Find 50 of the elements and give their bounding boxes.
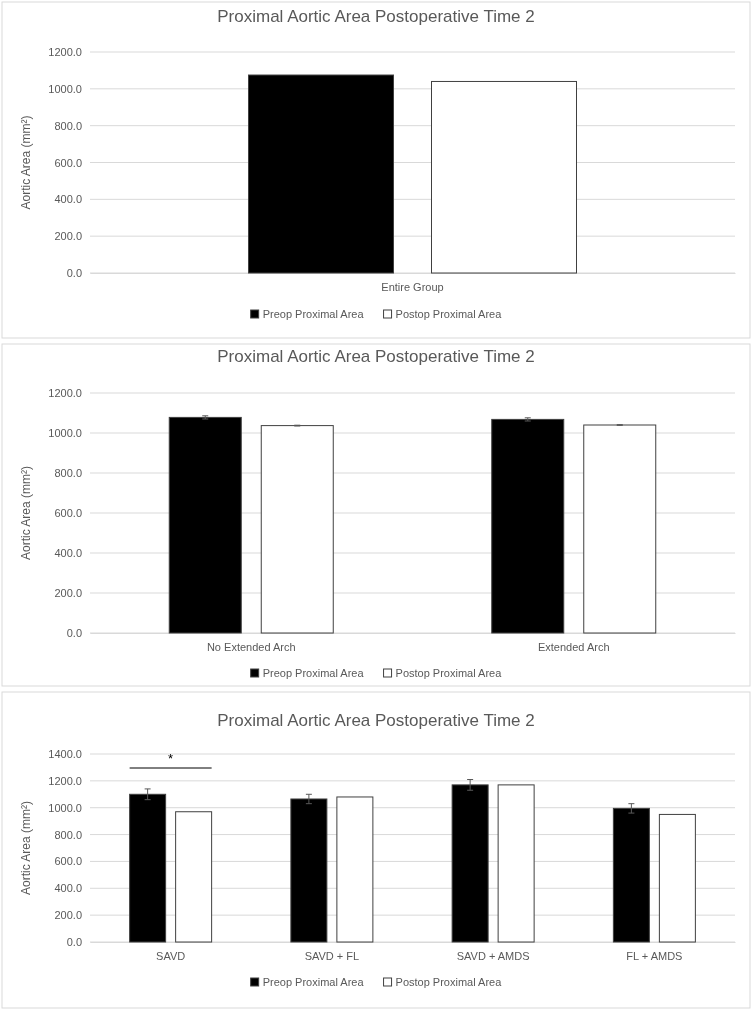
y-tick-label: 200.0 [54, 909, 82, 922]
bar [451, 784, 489, 943]
x-tick-label: No Extended Arch [206, 640, 296, 653]
legend-label: Preop Proximal Area [262, 308, 365, 320]
bar [290, 798, 328, 943]
chart-title: Proximal Aortic Area Postoperative Time 2 [217, 347, 535, 366]
y-tick-label: 0.0 [66, 936, 82, 949]
bar [658, 813, 696, 943]
bar [336, 796, 374, 943]
y-tick-label: 800.0 [54, 119, 82, 132]
y-tick-label: 200.0 [54, 587, 82, 600]
y-tick-label: 1200.0 [48, 774, 82, 787]
chart-title: Proximal Aortic Area Postoperative Time 2 [217, 711, 535, 730]
x-tick-label: SAVD + FL [304, 949, 360, 962]
y-axis-title: Aortic Area (mm²) [19, 800, 33, 896]
y-tick-label: 800.0 [54, 467, 82, 480]
y-tick-label: 1200.0 [48, 387, 82, 400]
legend-label: Preop Proximal Area [262, 976, 365, 988]
x-tick-label: SAVD [156, 949, 186, 962]
y-axis-title: Aortic Area (mm²) [19, 465, 33, 561]
legend-label: Postop Proximal Area [395, 308, 503, 320]
y-tick-label: 0.0 [66, 267, 82, 280]
y-tick-label: 600.0 [54, 156, 82, 169]
bar [497, 784, 535, 943]
y-axis-title: Aortic Area (mm²) [19, 115, 33, 210]
y-tick-label: 1000.0 [48, 801, 82, 814]
annotation: * [168, 751, 174, 766]
x-tick-label: Extended Arch [537, 640, 610, 653]
legend-label: Postop Proximal Area [395, 976, 503, 988]
y-tick-label: 1000.0 [48, 427, 82, 440]
bar [129, 793, 167, 943]
y-tick-label: 400.0 [54, 193, 82, 206]
chart-title: Proximal Aortic Area Postoperative Time 2 [217, 7, 535, 26]
x-tick-label: FL + AMDS [626, 949, 683, 962]
y-tick-label: 600.0 [54, 855, 82, 868]
y-tick-label: 400.0 [54, 547, 82, 560]
y-tick-label: 1200.0 [48, 46, 82, 59]
y-tick-label: 1400.0 [48, 748, 82, 761]
y-tick-label: 1000.0 [48, 82, 82, 95]
y-tick-label: 200.0 [54, 230, 82, 243]
y-tick-label: 400.0 [54, 882, 82, 895]
y-tick-label: 600.0 [54, 507, 82, 520]
legend-label: Preop Proximal Area [262, 667, 365, 679]
bar [175, 811, 213, 943]
legend-label: Postop Proximal Area [395, 667, 503, 679]
y-tick-label: 0.0 [66, 627, 82, 640]
x-tick-label: SAVD + AMDS [456, 949, 530, 962]
bar [612, 807, 650, 943]
x-tick-label: Entire Group [381, 280, 444, 293]
y-tick-label: 800.0 [54, 828, 82, 841]
